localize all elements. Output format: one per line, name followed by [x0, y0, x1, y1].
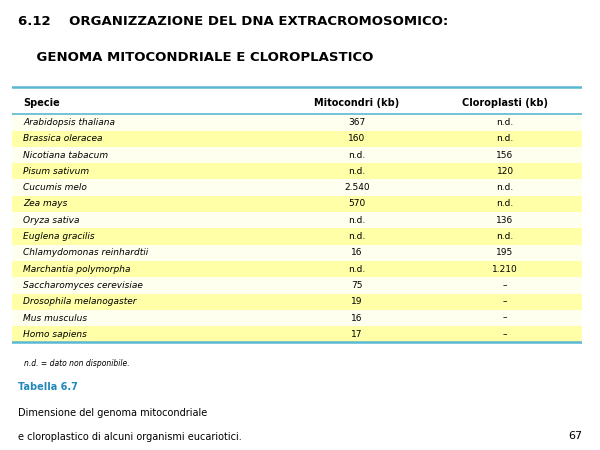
Text: –: – — [503, 314, 508, 323]
Bar — [12, 326, 582, 342]
Text: Marchantia polymorpha: Marchantia polymorpha — [23, 265, 131, 274]
Bar — [12, 130, 582, 147]
Bar — [12, 180, 582, 196]
Text: 120: 120 — [496, 167, 514, 176]
Bar — [12, 310, 582, 326]
Text: 156: 156 — [496, 151, 514, 160]
Text: 1.210: 1.210 — [492, 265, 518, 274]
Text: Homo sapiens: Homo sapiens — [23, 330, 87, 339]
Text: Chlamydomonas reinhardtii: Chlamydomonas reinhardtii — [23, 248, 149, 257]
Text: n.d.: n.d. — [496, 199, 514, 208]
Bar — [12, 212, 582, 229]
Text: Drosophila melanogaster: Drosophila melanogaster — [23, 297, 137, 306]
Text: Euglena gracilis: Euglena gracilis — [23, 232, 95, 241]
Text: n.d.: n.d. — [496, 134, 514, 143]
Text: Arabidopsis thaliana: Arabidopsis thaliana — [23, 118, 115, 127]
Text: –: – — [503, 297, 508, 306]
Text: –: – — [503, 281, 508, 290]
Text: 160: 160 — [348, 134, 365, 143]
Text: n.d.: n.d. — [348, 265, 365, 274]
Bar — [12, 261, 582, 277]
Text: n.d.: n.d. — [348, 151, 365, 160]
Text: Mus musculus: Mus musculus — [23, 314, 88, 323]
Text: e cloroplastico di alcuni organismi eucariotici.: e cloroplastico di alcuni organismi euca… — [18, 432, 242, 441]
Text: n.d.: n.d. — [348, 167, 365, 176]
Text: Brassica oleracea: Brassica oleracea — [23, 134, 103, 143]
Text: 67: 67 — [568, 431, 582, 441]
Bar — [12, 245, 582, 261]
Text: Nicotiana tabacum: Nicotiana tabacum — [23, 151, 109, 160]
Text: 570: 570 — [348, 199, 365, 208]
Text: Tabella 6.7: Tabella 6.7 — [18, 382, 78, 392]
Bar — [12, 229, 582, 245]
Text: Zea mays: Zea mays — [23, 199, 68, 208]
Text: –: – — [503, 330, 508, 339]
Text: Dimensione del genoma mitocondriale: Dimensione del genoma mitocondriale — [18, 408, 207, 418]
Text: Cloroplasti (kb): Cloroplasti (kb) — [462, 98, 548, 108]
Bar — [12, 277, 582, 293]
Text: 367: 367 — [348, 118, 365, 127]
Text: n.d.: n.d. — [348, 232, 365, 241]
Text: 19: 19 — [351, 297, 362, 306]
Text: n.d. = dato non disponibile.: n.d. = dato non disponibile. — [23, 359, 129, 368]
Text: GENOMA MITOCONDRIALE E CLOROPLASTICO: GENOMA MITOCONDRIALE E CLOROPLASTICO — [18, 51, 373, 64]
Bar — [12, 147, 582, 163]
Text: n.d.: n.d. — [496, 183, 514, 192]
Text: 16: 16 — [351, 248, 362, 257]
Text: 6.12    ORGANIZZAZIONE DEL DNA EXTRACROMOSOMICO:: 6.12 ORGANIZZAZIONE DEL DNA EXTRACROMOSO… — [18, 15, 448, 28]
Text: Specie: Specie — [23, 98, 60, 108]
Text: 2.540: 2.540 — [344, 183, 370, 192]
Text: n.d.: n.d. — [496, 232, 514, 241]
Text: n.d.: n.d. — [496, 118, 514, 127]
Text: 17: 17 — [351, 330, 362, 339]
Bar — [12, 163, 582, 180]
Bar — [12, 196, 582, 212]
Bar — [12, 114, 582, 130]
Text: 136: 136 — [496, 216, 514, 225]
Text: n.d.: n.d. — [348, 216, 365, 225]
Text: Saccharomyces cerevisiae: Saccharomyces cerevisiae — [23, 281, 143, 290]
Text: 195: 195 — [496, 248, 514, 257]
Text: Oryza sativa: Oryza sativa — [23, 216, 80, 225]
Text: 75: 75 — [351, 281, 362, 290]
Text: Cucumis melo: Cucumis melo — [23, 183, 87, 192]
Text: Mitocondri (kb): Mitocondri (kb) — [314, 98, 400, 108]
Text: 16: 16 — [351, 314, 362, 323]
Bar — [12, 293, 582, 310]
Text: Pisum sativum: Pisum sativum — [23, 167, 89, 176]
